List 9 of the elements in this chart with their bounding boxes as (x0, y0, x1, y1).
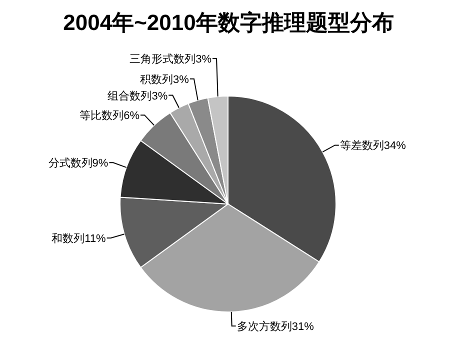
slice-label: 组合数列3% (108, 89, 168, 102)
slice-label: 三角形式数列3% (130, 52, 212, 66)
chart-title: 2004年~2010年数字推理题型分布 (63, 10, 394, 35)
slice-label: 积数列3% (140, 74, 190, 86)
slice-label: 和数列11% (52, 232, 106, 246)
slice-label: 分式数列9% (48, 156, 108, 170)
slice-label: 多次方数列31% (236, 320, 314, 333)
slice-label: 等比数列6% (80, 109, 140, 122)
slice-label: 等差数列34% (340, 140, 406, 152)
